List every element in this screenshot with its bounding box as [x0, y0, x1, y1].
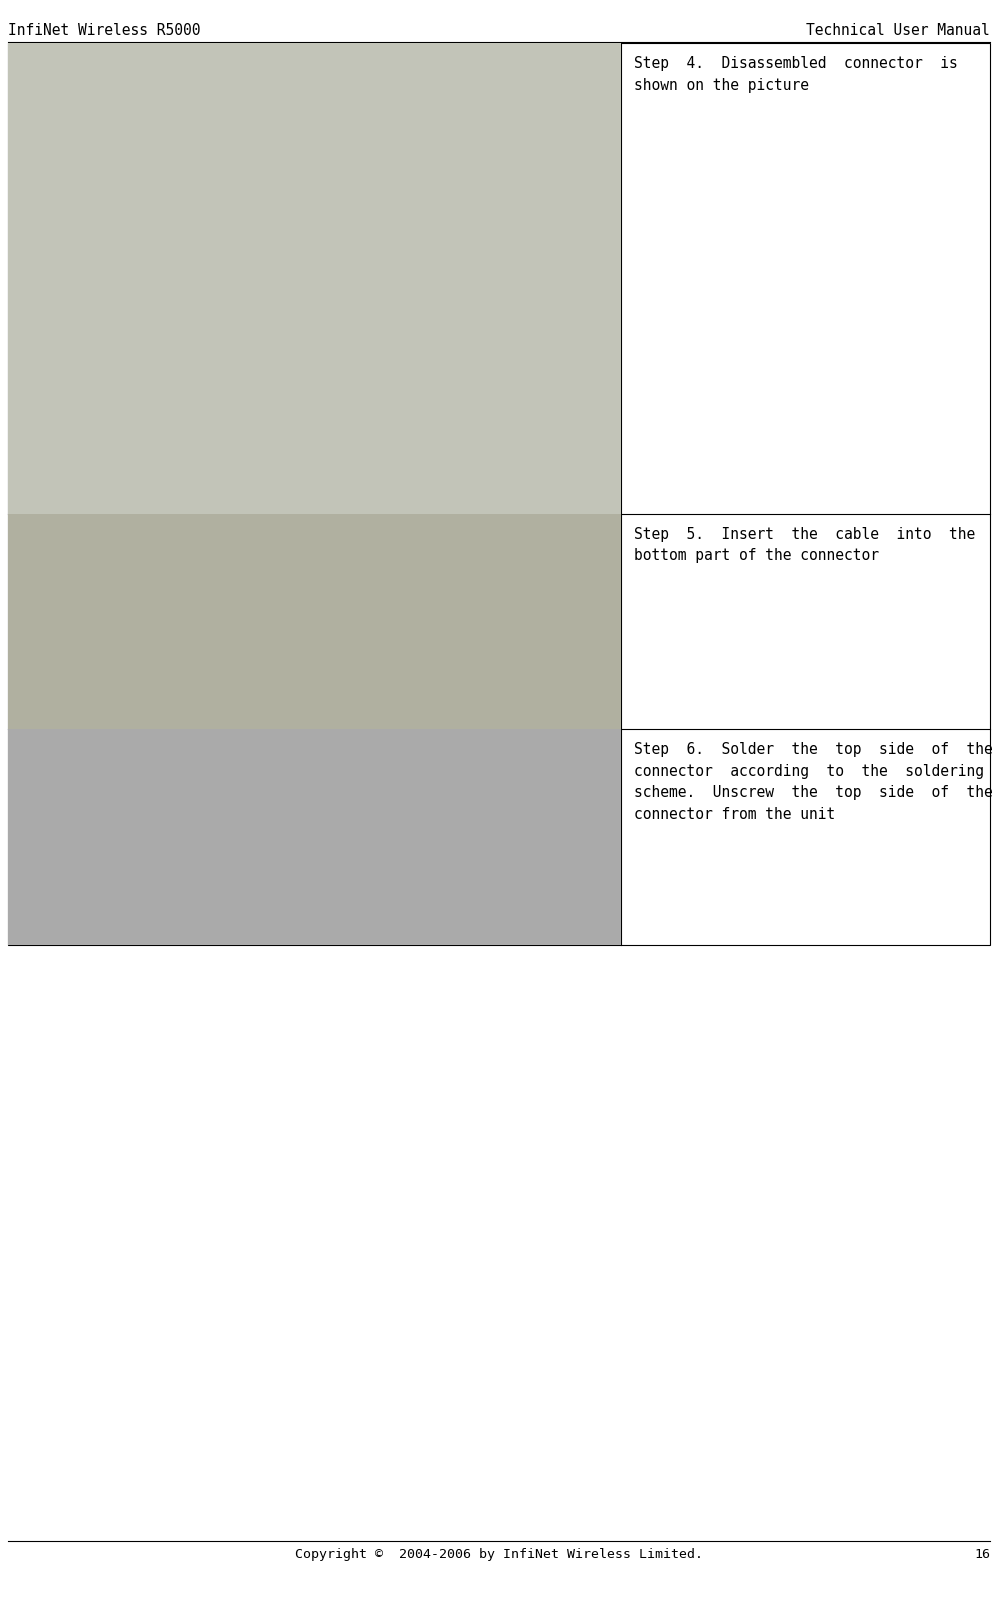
Text: InfiNet Wireless R5000: InfiNet Wireless R5000: [8, 24, 201, 38]
Text: Step  6.  Solder  the  top  side  of  the
connector  according  to  the  solderi: Step 6. Solder the top side of the conne…: [634, 742, 992, 822]
Text: 16: 16: [974, 1548, 990, 1560]
Text: Technical User Manual: Technical User Manual: [806, 24, 990, 38]
Text: Step  4.  Disassembled  connector  is
shown on the picture: Step 4. Disassembled connector is shown …: [634, 56, 957, 93]
Bar: [8, 43, 990, 945]
Text: Copyright ©  2004-2006 by InfiNet Wireless Limited.: Copyright © 2004-2006 by InfiNet Wireles…: [295, 1548, 703, 1560]
Text: Step  5.  Insert  the  cable  into  the
bottom part of the connector: Step 5. Insert the cable into the bottom…: [634, 527, 975, 564]
Bar: [8, 729, 621, 945]
Bar: [8, 514, 621, 729]
Bar: [8, 43, 621, 514]
